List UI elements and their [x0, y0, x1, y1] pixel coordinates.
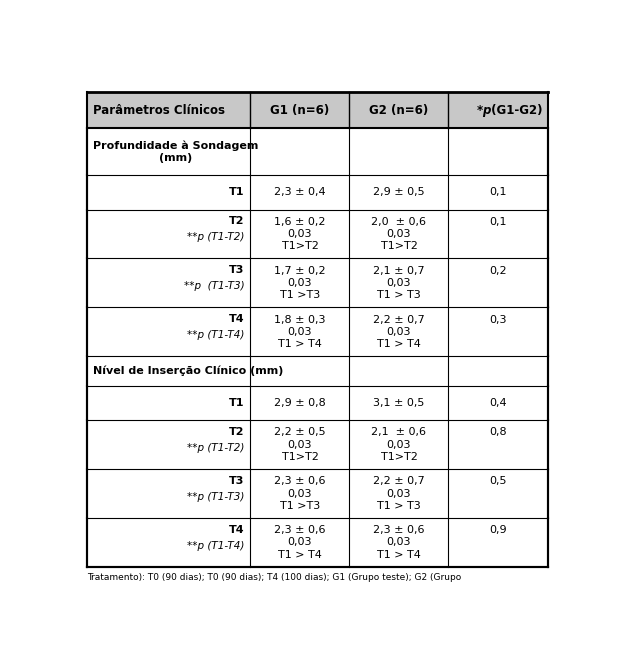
Text: 2,3 ± 0,6: 2,3 ± 0,6	[274, 477, 326, 486]
Text: 0,03: 0,03	[288, 537, 312, 547]
Bar	[87, 258, 548, 307]
Text: Profundidade à Sondagem
(mm): Profundidade à Sondagem (mm)	[93, 141, 258, 163]
Text: 2,1  ± 0,6: 2,1 ± 0,6	[371, 428, 426, 438]
Text: 2,3 ± 0,6: 2,3 ± 0,6	[373, 525, 425, 535]
Text: 0,03: 0,03	[387, 488, 411, 498]
Text: T4: T4	[229, 314, 245, 324]
Text: 2,2 ± 0,7: 2,2 ± 0,7	[373, 477, 425, 486]
Text: 0,03: 0,03	[387, 278, 411, 288]
Text: T1 > T3: T1 > T3	[377, 290, 421, 300]
Bar	[87, 175, 548, 210]
Text: 2,1 ± 0,7: 2,1 ± 0,7	[373, 266, 425, 276]
Text: 0,4: 0,4	[489, 398, 507, 408]
Text: (G1-G2): (G1-G2)	[487, 104, 542, 116]
Text: 0,8: 0,8	[489, 428, 507, 438]
Text: **p (T1-T2): **p (T1-T2)	[188, 443, 245, 453]
Text: T1: T1	[229, 187, 245, 197]
Text: T2: T2	[229, 427, 245, 437]
Text: T1 > T4: T1 > T4	[278, 339, 322, 349]
Text: 1,7 ± 0,2: 1,7 ± 0,2	[274, 266, 326, 276]
Text: 0,03: 0,03	[288, 488, 312, 498]
Text: 1,6 ± 0,2: 1,6 ± 0,2	[274, 217, 326, 227]
Text: 2,0  ± 0,6: 2,0 ± 0,6	[371, 217, 426, 227]
Text: 0,03: 0,03	[387, 327, 411, 337]
Text: T1 >T3: T1 >T3	[280, 501, 320, 511]
Text: T1 > T3: T1 > T3	[377, 501, 421, 511]
Text: 2,9 ± 0,5: 2,9 ± 0,5	[373, 187, 425, 197]
Text: T1>T2: T1>T2	[282, 452, 318, 462]
Text: 0,2: 0,2	[489, 266, 507, 276]
Text: 2,2 ± 0,7: 2,2 ± 0,7	[373, 315, 425, 325]
Bar	[87, 518, 548, 567]
Text: 1,8 ± 0,3: 1,8 ± 0,3	[274, 315, 326, 325]
Text: G2 (n=6): G2 (n=6)	[370, 104, 428, 116]
Bar	[87, 469, 548, 518]
Bar	[87, 420, 548, 469]
Text: 2,3 ± 0,6: 2,3 ± 0,6	[274, 525, 326, 535]
Text: 0,03: 0,03	[387, 537, 411, 547]
Text: T1 > T4: T1 > T4	[278, 550, 322, 560]
Text: Tratamento): T0 (90 dias); T0 (90 dias); T4 (100 dias); G1 (Grupo teste); G2 (Gr: Tratamento): T0 (90 dias); T0 (90 dias);…	[87, 573, 461, 582]
Bar	[87, 128, 548, 175]
Text: *: *	[477, 104, 483, 116]
Text: 0,3: 0,3	[489, 315, 507, 325]
Text: T1>T2: T1>T2	[282, 241, 318, 251]
Text: 3,1 ± 0,5: 3,1 ± 0,5	[373, 398, 425, 408]
Text: T1: T1	[229, 398, 245, 408]
Text: 2,2 ± 0,5: 2,2 ± 0,5	[274, 428, 326, 438]
Text: T3: T3	[229, 265, 245, 275]
Text: **p  (T1-T3): **p (T1-T3)	[184, 282, 245, 292]
Text: 2,3 ± 0,4: 2,3 ± 0,4	[274, 187, 326, 197]
Bar	[87, 385, 548, 420]
Text: T1 >T3: T1 >T3	[280, 290, 320, 300]
Text: **p (T1-T2): **p (T1-T2)	[188, 233, 245, 243]
Text: 0,5: 0,5	[489, 477, 507, 486]
Bar	[87, 92, 548, 128]
Text: 0,9: 0,9	[489, 525, 507, 535]
Text: T2: T2	[229, 216, 245, 226]
Text: 0,1: 0,1	[489, 187, 507, 197]
Text: Nível de Inserção Clínico (mm): Nível de Inserção Clínico (mm)	[93, 366, 283, 376]
Text: p: p	[482, 104, 490, 116]
Text: 0,03: 0,03	[387, 440, 411, 449]
Text: 0,03: 0,03	[288, 440, 312, 449]
Text: 0,1: 0,1	[489, 217, 507, 227]
Text: 0,03: 0,03	[288, 278, 312, 288]
Text: 0,03: 0,03	[387, 229, 411, 239]
Text: T1>T2: T1>T2	[381, 241, 417, 251]
Text: 2,9 ± 0,8: 2,9 ± 0,8	[274, 398, 326, 408]
Bar	[87, 307, 548, 356]
Text: 0,03: 0,03	[288, 327, 312, 337]
Text: 0,03: 0,03	[288, 229, 312, 239]
Text: T3: T3	[229, 476, 245, 486]
Text: T1 > T4: T1 > T4	[377, 550, 421, 560]
Text: **p (T1-T4): **p (T1-T4)	[188, 541, 245, 551]
Text: **p (T1-T3): **p (T1-T3)	[188, 492, 245, 502]
Text: T4: T4	[229, 525, 245, 535]
Text: G1 (n=6): G1 (n=6)	[271, 104, 329, 116]
Bar	[87, 210, 548, 258]
Text: T1 > T4: T1 > T4	[377, 339, 421, 349]
Text: Parâmetros Clínicos: Parâmetros Clínicos	[93, 104, 225, 116]
Text: **p (T1-T4): **p (T1-T4)	[188, 330, 245, 340]
Text: T1>T2: T1>T2	[381, 452, 417, 462]
Bar	[87, 356, 548, 385]
